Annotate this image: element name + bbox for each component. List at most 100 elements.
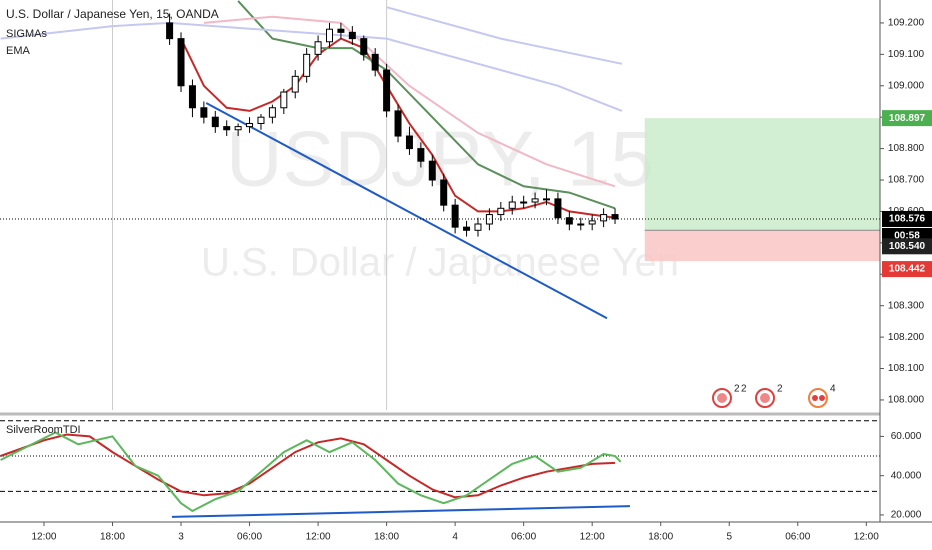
- entry-label-bg: [882, 238, 932, 255]
- indicator-label: EMA: [6, 45, 31, 57]
- candle-body: [234, 126, 242, 131]
- candle-body: [188, 85, 196, 109]
- current-price-label: 108.576: [889, 214, 926, 225]
- y-tick-label: 108.300: [888, 300, 925, 311]
- candle-body: [166, 22, 174, 40]
- event-count: 2: [777, 384, 783, 395]
- candle-body: [268, 107, 276, 118]
- event-icon: [760, 393, 770, 403]
- candle-body: [280, 91, 288, 109]
- y-tick-label: 108.200: [888, 332, 925, 343]
- candle-body: [611, 214, 619, 220]
- event-icons: 2 2 2 4: [712, 384, 836, 408]
- x-tick-label: 06:00: [785, 532, 810, 543]
- y-tick-label: 109.200: [888, 18, 925, 29]
- candle-body: [371, 53, 379, 71]
- indicator-line: [0, 433, 616, 499]
- y-tick-label: 60.000: [891, 431, 922, 442]
- candle-body: [348, 31, 356, 40]
- y-tick-label: 109.000: [888, 80, 925, 91]
- indicator-line: [0, 431, 622, 513]
- countdown: 00:58: [894, 231, 920, 242]
- x-tick-label: 18:00: [648, 532, 673, 543]
- candle-body: [440, 179, 448, 206]
- plot: [0, 0, 880, 518]
- candle-body: [554, 198, 562, 219]
- candle-body: [451, 204, 459, 228]
- x-tick-label: 18:00: [374, 532, 399, 543]
- indicator-title: SilverRoomTDI: [6, 424, 81, 436]
- event-count: 2: [741, 384, 747, 395]
- x-tick-label: 4: [452, 532, 458, 543]
- candle-body: [600, 214, 608, 222]
- target-label: 108.897: [889, 113, 926, 124]
- x-tick-label: 12:00: [306, 532, 331, 543]
- event-icon: [812, 395, 818, 401]
- candle-body: [508, 201, 516, 209]
- y-tick-label: 108.000: [888, 395, 925, 406]
- y-tick-label: 108.700: [888, 175, 925, 186]
- stop-label: 108.442: [889, 264, 926, 275]
- event-count: 4: [830, 384, 836, 395]
- y-tick-label: 40.000: [891, 470, 922, 481]
- candle-body: [200, 107, 208, 118]
- candle-body: [383, 69, 391, 112]
- candle-body: [463, 226, 471, 231]
- candle-body: [588, 220, 596, 225]
- current-price-label-bg: [882, 210, 932, 227]
- indicator-label: SIGMAs: [6, 28, 47, 40]
- indicator-line: [203, 15, 616, 188]
- candle-body: [246, 122, 254, 128]
- candle-body: [474, 223, 482, 231]
- x-tick-label: 12:00: [580, 532, 605, 543]
- entry-label: 108.540: [889, 241, 926, 252]
- candle-body: [303, 53, 311, 77]
- watermark: USDJPY, 15 U.S. Dollar / Japanese Yen: [201, 115, 679, 285]
- x-tick-label: 06:00: [511, 532, 536, 543]
- x-tick-label: 06:00: [237, 532, 262, 543]
- indicator-line: [0, 21, 623, 112]
- candle-body: [291, 75, 299, 93]
- candle-body: [211, 116, 219, 128]
- candle-body: [428, 160, 436, 181]
- target-label-bg: [882, 110, 932, 127]
- y-tick-label: 108.800: [888, 143, 925, 154]
- candle-body: [520, 201, 528, 204]
- candle-body: [405, 135, 413, 150]
- x-tick-label: 5: [726, 532, 732, 543]
- event-icon: [717, 393, 727, 403]
- x-tick-label: 3: [178, 532, 184, 543]
- candle-body: [223, 126, 231, 131]
- candle-body: [497, 207, 505, 216]
- watermark-name: U.S. Dollar / Japanese Yen: [201, 241, 679, 285]
- candle-body: [257, 116, 265, 124]
- stop-label-bg: [882, 261, 932, 278]
- candle-body: [326, 28, 334, 43]
- profit-zone: [644, 118, 880, 231]
- candle-body: [543, 198, 551, 201]
- x-tick-label: 18:00: [100, 532, 125, 543]
- y-tick-label: 108.100: [888, 363, 925, 374]
- event-count: 2: [734, 384, 740, 395]
- event-icon: [819, 395, 825, 401]
- y-tick-label: 20.000: [891, 510, 922, 521]
- candle-body: [417, 148, 425, 162]
- candle-body: [177, 38, 185, 87]
- watermark-symbol: USDJPY, 15: [226, 115, 654, 203]
- candle-body: [577, 223, 585, 226]
- candle-body: [394, 110, 402, 137]
- symbol-title: U.S. Dollar / Japanese Yen, 15, OANDA: [6, 7, 219, 21]
- candle-body: [565, 217, 573, 225]
- candle-body: [531, 198, 539, 203]
- trend-line: [205, 102, 608, 320]
- x-tick-label: 12:00: [31, 532, 56, 543]
- candle-body: [360, 38, 368, 55]
- trend-line: [171, 505, 630, 518]
- y-tick-label: 109.100: [888, 49, 925, 60]
- candle-body: [337, 28, 345, 33]
- indicator-line: [386, 6, 623, 65]
- candle-body: [314, 41, 322, 55]
